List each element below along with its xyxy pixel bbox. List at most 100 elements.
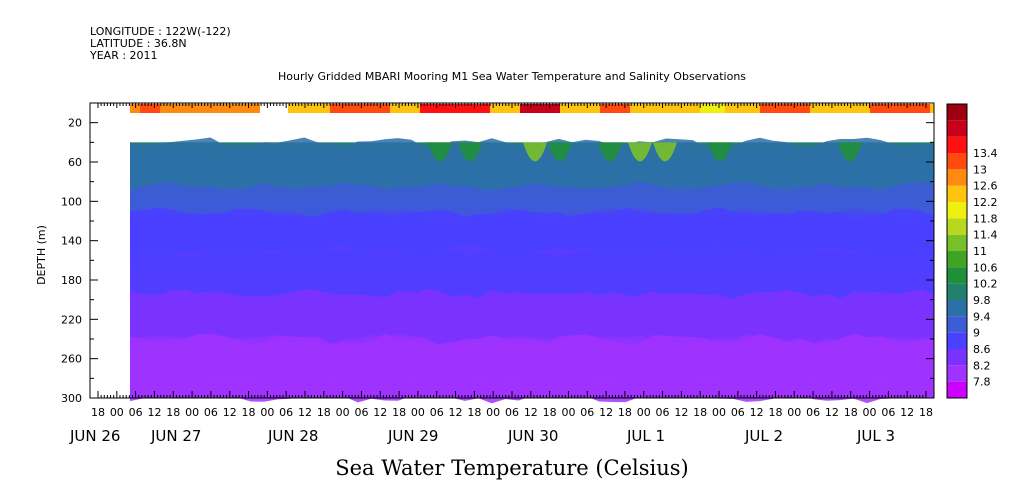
colorbar-label: 8.6 bbox=[973, 343, 991, 356]
y-tick-label: 100 bbox=[61, 195, 82, 208]
y-tick-label: 220 bbox=[61, 313, 82, 326]
depth-band bbox=[130, 374, 934, 404]
x-hour-label: 00 bbox=[712, 406, 726, 419]
x-hour-label: 18 bbox=[91, 406, 105, 419]
x-date-label: JUL 2 bbox=[744, 427, 783, 445]
longitude-label: LONGITUDE : 122W(-122) bbox=[90, 25, 231, 38]
x-date-label: JUL 1 bbox=[626, 427, 665, 445]
colorbar-swatch bbox=[947, 169, 967, 186]
x-hour-label: 12 bbox=[750, 406, 764, 419]
colorbar-swatch bbox=[947, 365, 967, 382]
surface-patch bbox=[330, 104, 390, 113]
x-hour-label: 12 bbox=[223, 406, 237, 419]
warm-intrusion bbox=[653, 142, 677, 162]
colorbar-label: 11.4 bbox=[973, 229, 998, 242]
chart-title: Hourly Gridded MBARI Mooring M1 Sea Wate… bbox=[278, 70, 746, 83]
surface-patch bbox=[520, 104, 560, 113]
colorbar-swatch bbox=[947, 202, 967, 219]
colorbar-swatch bbox=[947, 218, 967, 235]
x-hour-label: 18 bbox=[467, 406, 481, 419]
x-hour-label: 12 bbox=[900, 406, 914, 419]
surface-strip bbox=[130, 104, 260, 113]
colorbar-label: 13.4 bbox=[973, 147, 998, 160]
colorbar-swatch bbox=[947, 104, 967, 121]
x-hour-label: 18 bbox=[317, 406, 331, 419]
x-hour-label: 06 bbox=[881, 406, 895, 419]
x-hour-label: 00 bbox=[411, 406, 425, 419]
x-hour-label: 18 bbox=[919, 406, 933, 419]
colorbar-label: 11.8 bbox=[973, 212, 998, 225]
colorbar-swatch bbox=[947, 153, 967, 170]
x-hour-label: 00 bbox=[260, 406, 274, 419]
x-date-label: JUN 28 bbox=[267, 427, 318, 445]
surface-patch bbox=[420, 104, 490, 113]
colorbar-label: 9.8 bbox=[973, 294, 991, 307]
warm-intrusion bbox=[428, 142, 452, 162]
colorbar-label: 10.2 bbox=[973, 278, 998, 291]
colorbar-label: 10.6 bbox=[973, 261, 998, 274]
x-hour-label: 12 bbox=[449, 406, 463, 419]
x-hour-label: 18 bbox=[166, 406, 180, 419]
x-hour-label: 06 bbox=[204, 406, 218, 419]
colorbar-swatch bbox=[947, 381, 967, 398]
surface-patch bbox=[700, 104, 725, 113]
warm-intrusion bbox=[548, 142, 572, 162]
x-hour-label: 18 bbox=[693, 406, 707, 419]
x-hour-label: 06 bbox=[354, 406, 368, 419]
x-hour-label: 00 bbox=[336, 406, 350, 419]
colorbar: 7.8 8.2 8.6 9 9.4 9.8 10.2 10.6 11 11.4 11.8 12.2 12… bbox=[946, 103, 998, 399]
colorbar-frame bbox=[946, 103, 968, 399]
x-hour-label: 06 bbox=[580, 406, 594, 419]
y-tick-label: 300 bbox=[61, 392, 82, 405]
x-hour-label: 06 bbox=[806, 406, 820, 419]
x-hour-label: 18 bbox=[844, 406, 858, 419]
colorbar-swatch bbox=[947, 283, 967, 300]
colorbar-swatch bbox=[947, 185, 967, 202]
warm-intrusion bbox=[458, 142, 482, 162]
x-hour-label: 12 bbox=[825, 406, 839, 419]
warm-intrusion bbox=[523, 142, 547, 162]
warm-intrusion bbox=[708, 142, 732, 162]
y-tick-label: 180 bbox=[61, 274, 82, 287]
x-hour-label: 18 bbox=[543, 406, 557, 419]
colorbar-swatch bbox=[947, 136, 967, 153]
colorbar-swatch bbox=[947, 267, 967, 284]
x-hour-label: 00 bbox=[637, 406, 651, 419]
y-tick-label: 260 bbox=[61, 353, 82, 366]
colorbar-swatch bbox=[947, 332, 967, 349]
x-hour-label: 00 bbox=[185, 406, 199, 419]
colorbar-label: 7.8 bbox=[973, 376, 991, 389]
x-hour-label: 00 bbox=[787, 406, 801, 419]
y-tick-label: 20 bbox=[68, 117, 82, 130]
surface-patch bbox=[760, 104, 810, 113]
x-date-label: JUN 26 bbox=[69, 427, 120, 445]
colorbar-swatch bbox=[947, 300, 967, 317]
surface-patch bbox=[600, 104, 630, 113]
colorbar-swatch bbox=[947, 251, 967, 268]
warm-intrusion bbox=[838, 142, 862, 162]
plot-area bbox=[89, 102, 935, 404]
x-hour-label: 06 bbox=[129, 406, 143, 419]
colorbar-label: 9.4 bbox=[973, 310, 991, 323]
x-hour-label: 00 bbox=[486, 406, 500, 419]
x-hour-label: 06 bbox=[731, 406, 745, 419]
x-hour-label: 06 bbox=[505, 406, 519, 419]
warm-intrusion bbox=[628, 142, 652, 162]
x-hour-label: 06 bbox=[656, 406, 670, 419]
colorbar-label: 12.6 bbox=[973, 180, 998, 193]
colorbar-swatch bbox=[947, 349, 967, 366]
y-tick-label: 140 bbox=[61, 235, 82, 248]
x-axis-title: Sea Water Temperature (Celsius) bbox=[335, 456, 689, 480]
colorbar-label: 11 bbox=[973, 245, 987, 258]
depth-band bbox=[130, 333, 934, 385]
y-axis-title: DEPTH (m) bbox=[35, 225, 48, 285]
x-hour-label: 12 bbox=[599, 406, 613, 419]
colorbar-label: 8.2 bbox=[973, 359, 991, 372]
x-hour-label: 12 bbox=[147, 406, 161, 419]
surface-patch bbox=[870, 104, 930, 113]
axes: 20 60 100 140 180 220 260 300 18 00 06 12 18 00 06 12 18… bbox=[61, 103, 934, 445]
x-hour-label: 00 bbox=[561, 406, 575, 419]
x-hour-label: 12 bbox=[524, 406, 538, 419]
latitude-label: LATITUDE : 36.8N bbox=[90, 37, 187, 50]
